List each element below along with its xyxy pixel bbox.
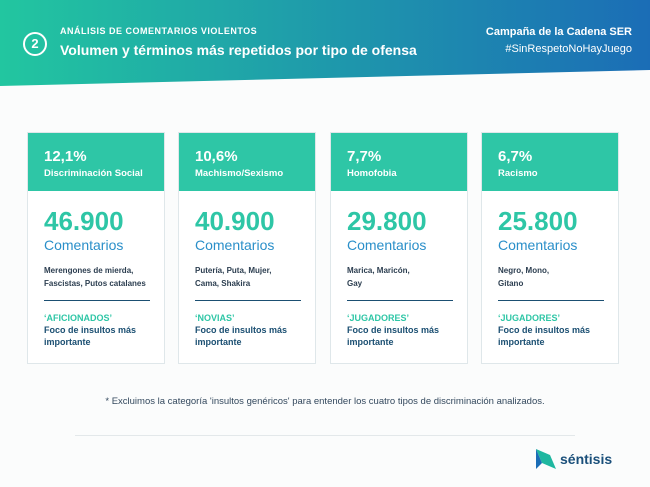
category-name: Machismo/Sexismo: [195, 168, 284, 179]
focus-text: importante: [44, 337, 91, 347]
focus-text: Foco de insultos más: [44, 325, 137, 335]
percent: 12,1%: [44, 148, 87, 165]
count-label: Comentarios: [347, 237, 427, 253]
step-number: 2: [31, 36, 39, 51]
term-line: Fascistas, Putos catalanes: [44, 279, 146, 288]
term-line: Gay: [347, 279, 363, 288]
campaign: Campaña de la Cadena SER: [485, 26, 632, 38]
count: 46.900: [44, 206, 124, 236]
count-label: Comentarios: [195, 237, 275, 253]
card-divider: [347, 300, 453, 301]
focus-text: importante: [347, 337, 394, 347]
card-header: [179, 133, 315, 191]
card-divider: [498, 300, 604, 301]
percent: 10,6%: [195, 148, 238, 165]
focus: ‘JUGADORES’: [347, 313, 410, 323]
term-line: Merengones de mierda,: [44, 266, 134, 275]
logo-icon: [536, 449, 556, 469]
focus: ‘AFICIONADOS’: [44, 313, 113, 323]
focus: ‘JUGADORES’: [498, 313, 561, 323]
count: 25.800: [498, 206, 578, 236]
term-line: Cama, Shakira: [195, 279, 251, 288]
term-line: Putería, Puta, Mujer,: [195, 266, 272, 275]
term-line: Gitano: [498, 279, 524, 288]
focus-text: importante: [498, 337, 545, 347]
count: 40.900: [195, 206, 275, 236]
count-label: Comentarios: [498, 237, 578, 253]
card-header: [331, 133, 467, 191]
kicker: ANÁLISIS DE COMENTARIOS VIOLENTOS: [60, 26, 258, 36]
count-label: Comentarios: [44, 237, 124, 253]
title: Volumen y términos más repetidos por tip…: [60, 42, 417, 58]
category-name: Homofobia: [347, 168, 397, 179]
footnote: * Excluimos la categoría 'insultos genér…: [105, 396, 545, 407]
header-band: [0, 0, 650, 86]
focus-text: Foco de insultos más: [347, 325, 440, 335]
divider: [75, 435, 575, 436]
card: 6,7% Racismo 25.800 Comentarios Negro, Mono,…: [481, 132, 619, 364]
card-header: [28, 133, 164, 191]
focus-text: Foco de insultos más: [498, 325, 591, 335]
focus-text: importante: [195, 337, 242, 347]
card-header: [482, 133, 618, 191]
percent: 7,7%: [347, 148, 382, 165]
category-name: Discriminación Social: [44, 168, 143, 179]
category-name: Racismo: [498, 168, 538, 179]
card-divider: [44, 300, 150, 301]
focus-text: Foco de insultos más: [195, 325, 288, 335]
logo: séntisis: [560, 451, 613, 467]
percent: 6,7%: [498, 148, 533, 165]
focus: ‘NOVIAS’: [195, 313, 235, 323]
card-divider: [195, 300, 301, 301]
count: 29.800: [347, 206, 427, 236]
hashtag: #SinRespetoNoHayJuego: [505, 43, 632, 55]
card: 10,6% Machismo/Sexismo 40.900 Comentarios Pu…: [178, 132, 316, 364]
term-line: Marica, Maricón,: [347, 266, 410, 275]
card: 7,7% Homofobia 29.800 Comentarios Marica, Ma…: [330, 132, 468, 364]
term-line: Negro, Mono,: [498, 266, 550, 275]
card: 12,1% Discriminación Social 46.900 Comentar…: [27, 132, 165, 364]
